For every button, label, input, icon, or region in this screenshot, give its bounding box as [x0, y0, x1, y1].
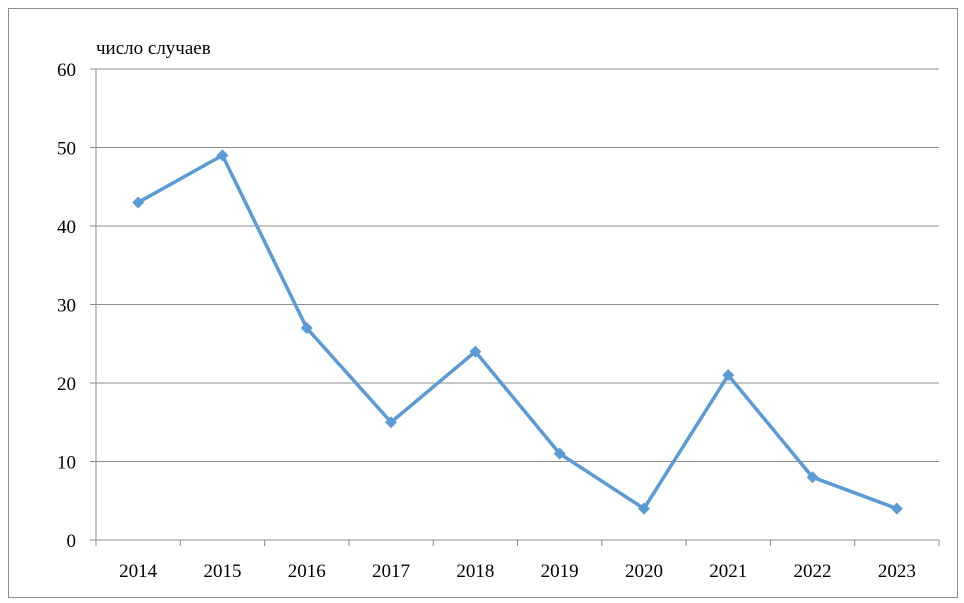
x-tick-label-2015: 2015: [203, 561, 241, 582]
x-tick-label-2019: 2019: [541, 561, 579, 582]
data-point-2021: [722, 369, 735, 382]
y-tick-label-60: 60: [57, 60, 76, 81]
x-tick-label-2014: 2014: [119, 561, 158, 582]
x-tick-label-2021: 2021: [709, 561, 747, 582]
x-tick-label-2017: 2017: [372, 561, 410, 582]
data-point-2015: [216, 149, 229, 162]
tick-labels: 0 10 20 30 40 50 60 2014 2015 2016 2017 2018 2019 202…: [57, 60, 916, 582]
y-tick-label-30: 30: [57, 296, 76, 317]
x-tick-label-2016: 2016: [288, 561, 326, 582]
chart-frame: [8, 8, 958, 598]
data-point-2020: [637, 502, 650, 515]
data-point-2019: [553, 447, 566, 460]
data-point-2022: [806, 471, 819, 484]
y-axis-title: число случаев: [96, 38, 211, 59]
y-tick-label-50: 50: [57, 139, 76, 160]
data-point-2014: [132, 196, 145, 209]
series-line-0: [136, 153, 899, 511]
y-tick-label-10: 10: [57, 453, 76, 474]
x-tick-label-2022: 2022: [794, 561, 832, 582]
y-tick-label-40: 40: [57, 217, 76, 238]
x-tick-label-2018: 2018: [456, 561, 494, 582]
y-tick-label-0: 0: [67, 531, 77, 552]
series-lines: [136, 153, 899, 511]
series-markers: [132, 149, 903, 515]
x-tick-label-2020: 2020: [625, 561, 663, 582]
data-point-2016: [300, 322, 313, 335]
data-point-2017: [385, 416, 398, 429]
y-tick-label-20: 20: [57, 374, 76, 395]
data-point-2023: [890, 502, 903, 515]
x-tick-label-2023: 2023: [878, 561, 916, 582]
axes: [90, 68, 940, 546]
data-point-2018: [469, 345, 482, 358]
